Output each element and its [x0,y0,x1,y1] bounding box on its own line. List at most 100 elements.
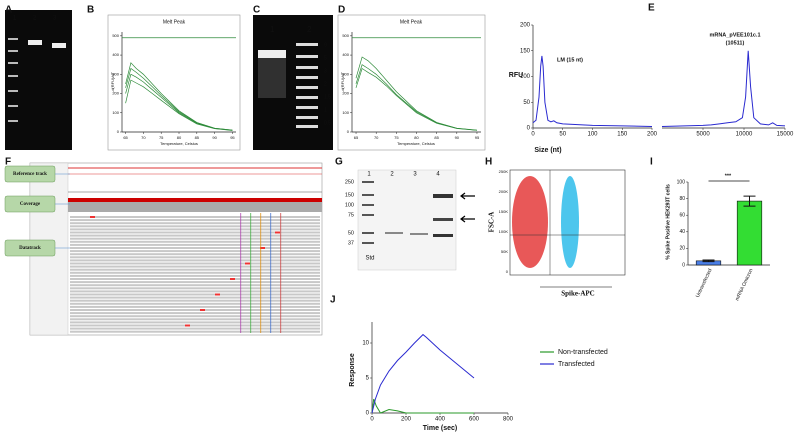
x-tick-label: 80 [414,135,419,140]
label: 1.5 [324,94,331,100]
y-tick-label: 50 [523,100,530,106]
read-row [70,243,320,246]
panel-frame [337,14,486,151]
x-tick-label: 15000 [777,132,794,138]
scatter-cloud [512,176,548,268]
read-row [70,271,320,274]
read-row [70,327,320,330]
read-row [70,274,320,277]
gel-c-ladder [296,43,318,128]
bar [736,200,763,266]
y-tick-label: 200 [112,91,119,96]
track-label: Reference track [13,172,47,177]
variant-column [250,213,252,333]
y-tick-label: 5 [366,376,370,382]
y-label: % Spike Positive HEK293T cells [665,184,671,260]
line-series [355,67,478,131]
track-label: Coverage [20,202,41,207]
panel-label: F [5,157,11,168]
legend-label: Non-transfected [558,349,608,356]
read-row [70,299,320,302]
label: 250K [499,169,509,174]
y-tick-label: 150 [520,48,531,54]
x-label: Spike-APC [561,290,594,298]
label: 1 [324,107,327,113]
y-tick-label: 300 [112,71,119,76]
label: 200K [499,189,509,194]
read-row [70,287,320,290]
y-tick-label: 500 [342,33,349,38]
gel-a-ladder [8,38,18,122]
read-row [70,305,320,308]
read-row [70,219,320,222]
y-tick-label: 0 [117,129,120,134]
variant-column [240,213,242,333]
read-row [70,302,320,305]
panel-label: E [648,3,655,14]
label: 150 [345,192,354,198]
chart-title: Melt Peak [400,19,423,25]
x-tick-label: 95 [475,135,480,140]
read-row [70,315,320,318]
panel-label: B [87,5,94,16]
mismatch [260,247,265,249]
label: 50 [348,230,354,236]
read-row [70,321,320,324]
x-tick-label: 75 [159,135,164,140]
x-tick-label: 200 [647,132,658,138]
track-label: Datatrack [19,246,41,251]
annotation: (10511) [726,40,745,46]
x-tick-label: 10000 [736,132,753,138]
annotation: mRNA_pVEE101c.1 [709,32,760,38]
panel-label: A [5,5,12,16]
read-row [70,237,320,240]
read-row [70,250,320,253]
x-tick-label: 400 [435,417,446,423]
x-tick-label: 90 [212,135,217,140]
read-row [70,247,320,249]
x-tick-label: 200 [401,417,412,423]
x-tick-label: 70 [374,135,379,140]
label: 4 [436,172,440,178]
label: 75 [348,212,354,218]
mismatch [215,293,220,296]
read-row [70,309,320,311]
x-tick-label: 85 [434,135,439,140]
read-row [70,259,320,262]
y-label: -d(RFU)/dT [340,71,345,92]
read-row [70,312,320,315]
y-tick-label: 0 [682,262,685,268]
label: 9 [324,42,327,48]
y-tick-label: 80 [679,196,685,202]
x-tick-label: mRNA Omicron [734,268,754,302]
x-tick-label: 65 [123,135,128,140]
y-label: RFU [509,72,523,79]
label: 100K [499,229,509,234]
read-row [70,290,320,293]
read-row [70,225,320,228]
label: 1 [367,172,371,178]
panel-label: J [330,295,336,306]
y-tick-label: 100 [112,110,119,115]
x-tick-label: 75 [394,135,399,140]
x-label: Temperature, Celsius [397,141,435,146]
read-row [70,296,320,299]
panel-label: I [650,157,653,168]
y-tick-label: 300 [342,71,349,76]
read-row [70,330,320,333]
panel-label: H [485,157,492,168]
line-series [125,79,233,131]
label: 50K [501,249,508,254]
y-tick-label: 40 [679,229,685,235]
line-series [125,67,233,131]
chart-title: Melt Peak [163,19,186,25]
x-label: Size (nt) [534,147,561,154]
x-tick-label: 70 [141,135,146,140]
read-row [70,324,320,327]
mismatch [245,262,250,265]
label: 150K [499,209,509,214]
read-row [70,253,320,256]
mismatch [90,216,95,218]
y-tick-label: 0 [527,126,531,132]
